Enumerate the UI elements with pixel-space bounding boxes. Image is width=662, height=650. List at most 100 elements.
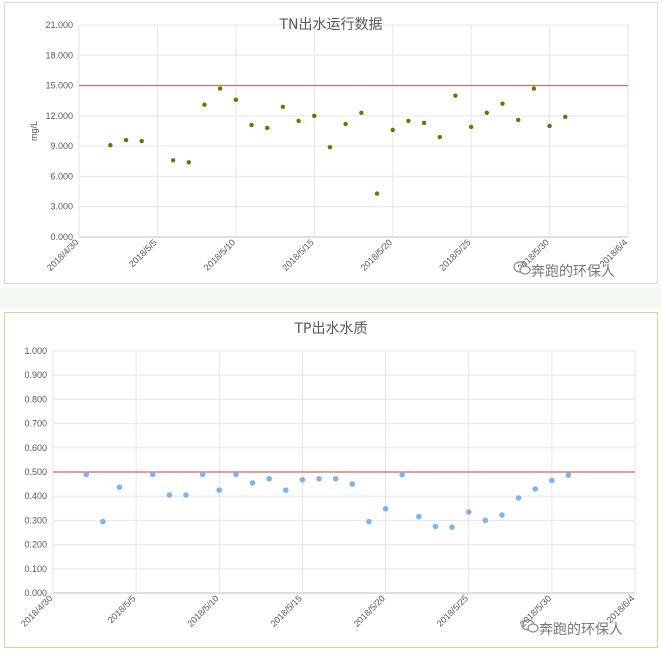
wechat-icon [513, 261, 531, 278]
y-tick-label: 0.700 [24, 419, 47, 429]
data-point [549, 477, 555, 484]
data-point [465, 509, 472, 515]
data-point [266, 475, 272, 482]
y-tick-label: 0.600 [24, 443, 47, 453]
y-tick-label: 3.000 [50, 202, 73, 212]
y-tick-label: 9.000 [50, 141, 73, 151]
data-point [216, 487, 223, 493]
data-point [233, 97, 239, 102]
y-tick-label: 1.000 [24, 346, 47, 356]
data-point [202, 102, 207, 107]
data-point [449, 524, 455, 530]
x-tick-label: 2018/4/30 [19, 593, 54, 628]
y-tick-label: 21.000 [45, 20, 73, 30]
data-point [343, 121, 348, 127]
panel-separator [0, 288, 662, 308]
data-point [249, 122, 254, 128]
x-tick-label: 2018/5/25 [435, 593, 470, 628]
data-point [116, 484, 123, 491]
data-point [532, 486, 539, 492]
data-point [359, 110, 364, 116]
data-point [199, 471, 206, 478]
x-tick-label: 2018/5/10 [202, 237, 237, 272]
data-point [406, 118, 411, 124]
data-point [183, 492, 189, 498]
y-tick-label: 6.000 [50, 171, 73, 181]
tp-chart-panel: 0.000 0.100 0.200 0.300 0.400 0.500 0.600 0.700… [4, 312, 658, 648]
data-point [390, 127, 395, 133]
data-point [100, 518, 106, 525]
data-point [484, 110, 490, 116]
y-tick-label: 0.000 [50, 232, 73, 242]
data-point [217, 86, 223, 91]
data-point [499, 512, 505, 518]
x-tick-label: 2018/5/5 [106, 593, 138, 625]
x-tick-label: 2018/5/15 [268, 593, 303, 628]
data-point [327, 144, 333, 150]
x-tick-label: 2018/4/30 [45, 237, 80, 272]
x-tick-label: 2018/5/10 [185, 593, 220, 628]
data-point [374, 191, 380, 196]
y-tick-label: 0.100 [24, 564, 47, 574]
data-point [299, 476, 306, 483]
data-point [139, 138, 144, 144]
data-point [500, 101, 505, 106]
x-tick-label: 2018/5/20 [359, 237, 394, 272]
chart-title: TP出水水质 [294, 321, 368, 337]
chart-title: TN出水运行数据 [278, 17, 382, 33]
y-tick-label: 15.000 [45, 81, 73, 91]
data-point [453, 93, 458, 98]
data-point [399, 471, 406, 478]
tp-chart: 0.000 0.100 0.200 0.300 0.400 0.500 0.600 0.700… [19, 321, 636, 629]
data-point [565, 472, 572, 478]
wechat-icon [521, 619, 539, 636]
data-point [316, 475, 322, 482]
data-point [249, 480, 256, 486]
data-point [482, 517, 489, 524]
data-point [296, 118, 301, 124]
data-point [265, 125, 270, 131]
data-point [166, 492, 173, 498]
y-tick-label: 0.400 [24, 491, 47, 501]
y-tick-label: 0.200 [24, 540, 47, 550]
watermark-text: 奔跑的环保人 [531, 264, 615, 280]
tp-watermark: 奔跑的环保人 [521, 619, 623, 639]
data-point [421, 120, 427, 126]
data-point [332, 475, 339, 482]
y-tick-label: 0.300 [24, 515, 47, 525]
data-point [416, 513, 422, 520]
data-point [123, 137, 129, 143]
x-tick-label: 2018/5/5 [127, 237, 159, 269]
data-point [149, 471, 156, 478]
x-tick-label: 2018/5/25 [437, 237, 472, 272]
y-axis-label: mg/L [29, 121, 39, 141]
data-point [186, 160, 191, 165]
tn-chart-panel: 0.000 3.000 6.000 9.000 12.000 15.000 18.000 21… [4, 2, 658, 284]
data-point [437, 134, 442, 140]
x-tick-label: 2018/5/20 [352, 593, 387, 628]
y-tick-label: 0.800 [24, 394, 47, 404]
data-point [516, 117, 521, 123]
data-point [312, 113, 317, 119]
data-point [366, 518, 372, 525]
x-tick-label: 2018/5/15 [280, 237, 315, 272]
watermark-text: 奔跑的环保人 [539, 622, 623, 638]
data-point [547, 123, 552, 129]
data-point [83, 471, 90, 478]
data-point [233, 471, 239, 478]
data-point [280, 104, 286, 109]
data-point [382, 505, 389, 512]
data-point [515, 495, 522, 501]
y-tick-label: 12.000 [45, 111, 73, 121]
data-point [563, 114, 568, 120]
data-point [531, 86, 537, 91]
data-point [468, 124, 474, 130]
data-point [108, 142, 113, 148]
data-point [432, 523, 439, 530]
y-tick-label: 0.000 [24, 588, 47, 598]
tn-watermark: 奔跑的环保人 [513, 261, 615, 281]
data-point [283, 487, 289, 493]
tn-chart: 0.000 3.000 6.000 9.000 12.000 15.000 18.000 21… [29, 17, 629, 273]
y-tick-label: 0.500 [24, 467, 47, 477]
y-tick-label: 0.900 [24, 370, 47, 380]
